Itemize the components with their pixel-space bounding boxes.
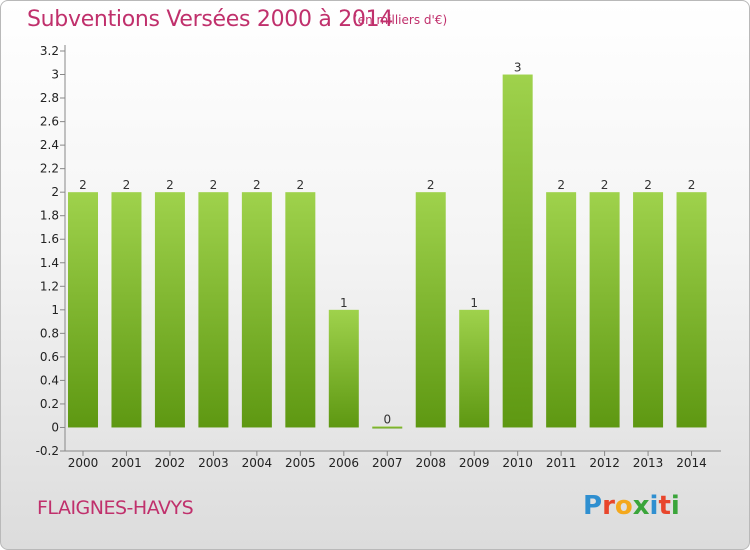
chart-unit: (en milliers d'€) (353, 13, 448, 27)
data-label: 2 (79, 178, 87, 192)
data-label: 2 (166, 178, 174, 192)
x-tick-label: 2003 (198, 456, 229, 470)
bar (68, 192, 98, 428)
bar (676, 192, 707, 428)
x-tick-label: 2013 (633, 456, 664, 470)
data-label: 2 (297, 178, 305, 192)
proxiti-logo: Proxiti (583, 491, 680, 521)
x-tick-label: 2008 (415, 456, 446, 470)
bar (241, 192, 272, 428)
bar (459, 309, 490, 428)
data-label: 0 (383, 412, 391, 426)
x-tick-label: 2001 (111, 456, 142, 470)
y-tick-label: -0.2 (36, 444, 59, 458)
y-tick-label: 2.2 (40, 162, 59, 176)
bar (415, 192, 446, 428)
bar (285, 192, 316, 428)
y-tick-label: 1 (51, 303, 59, 317)
data-label: 1 (470, 296, 478, 310)
logo-letter: o (614, 491, 633, 521)
y-tick-label: 0.4 (40, 373, 59, 387)
bar (198, 192, 229, 428)
data-label: 2 (644, 178, 652, 192)
x-tick-label: 2009 (459, 456, 490, 470)
x-tick-label: 2010 (502, 456, 533, 470)
y-tick-label: 1.4 (40, 256, 59, 270)
x-tick-label: 2006 (329, 456, 360, 470)
y-tick-label: 2.6 (40, 115, 59, 129)
data-label: 2 (557, 178, 565, 192)
x-tick-label: 2002 (155, 456, 186, 470)
data-label: 1 (340, 296, 348, 310)
data-label: 3 (514, 61, 522, 75)
bar (328, 309, 359, 428)
bar (546, 192, 577, 428)
bar (372, 426, 403, 429)
bar (154, 192, 185, 428)
x-tick-label: 2007 (372, 456, 403, 470)
logo-letter: x (632, 491, 650, 521)
y-tick-label: 0.2 (40, 397, 59, 411)
y-tick-label: 2.4 (40, 138, 59, 152)
x-tick-label: 2004 (242, 456, 273, 470)
bar (589, 192, 620, 428)
logo-letter: t (658, 491, 671, 521)
data-label: 2 (210, 178, 218, 192)
data-label: 2 (123, 178, 131, 192)
x-tick-label: 2000 (68, 456, 99, 470)
data-label: 2 (427, 178, 435, 192)
x-tick-label: 2012 (589, 456, 620, 470)
y-tick-label: 0.8 (40, 326, 59, 340)
bar (502, 74, 533, 428)
logo-letter: i (670, 491, 680, 521)
logo-letter: i (649, 491, 659, 521)
y-tick-label: 1.2 (40, 279, 59, 293)
y-tick-label: 0 (51, 420, 59, 434)
city-name: FLAIGNES-HAVYS (37, 497, 194, 519)
bar (633, 192, 664, 428)
y-tick-label: 0.6 (40, 350, 59, 364)
data-label: 2 (253, 178, 261, 192)
data-label: 2 (688, 178, 696, 192)
x-tick-label: 2011 (546, 456, 577, 470)
x-tick-label: 2014 (676, 456, 707, 470)
y-tick-label: 2 (51, 185, 59, 199)
y-tick-label: 3 (51, 68, 59, 82)
data-label: 2 (601, 178, 609, 192)
y-tick-label: 2.8 (40, 91, 59, 105)
x-tick-label: 2005 (285, 456, 316, 470)
logo-letter: r (602, 491, 615, 521)
bar (111, 192, 142, 428)
chart-title: Subventions Versées 2000 à 2014 (27, 7, 394, 32)
y-tick-label: 3.2 (40, 44, 59, 58)
y-tick-label: 1.6 (40, 232, 59, 246)
logo-letter: P (583, 491, 603, 521)
y-tick-label: 1.8 (40, 209, 59, 223)
